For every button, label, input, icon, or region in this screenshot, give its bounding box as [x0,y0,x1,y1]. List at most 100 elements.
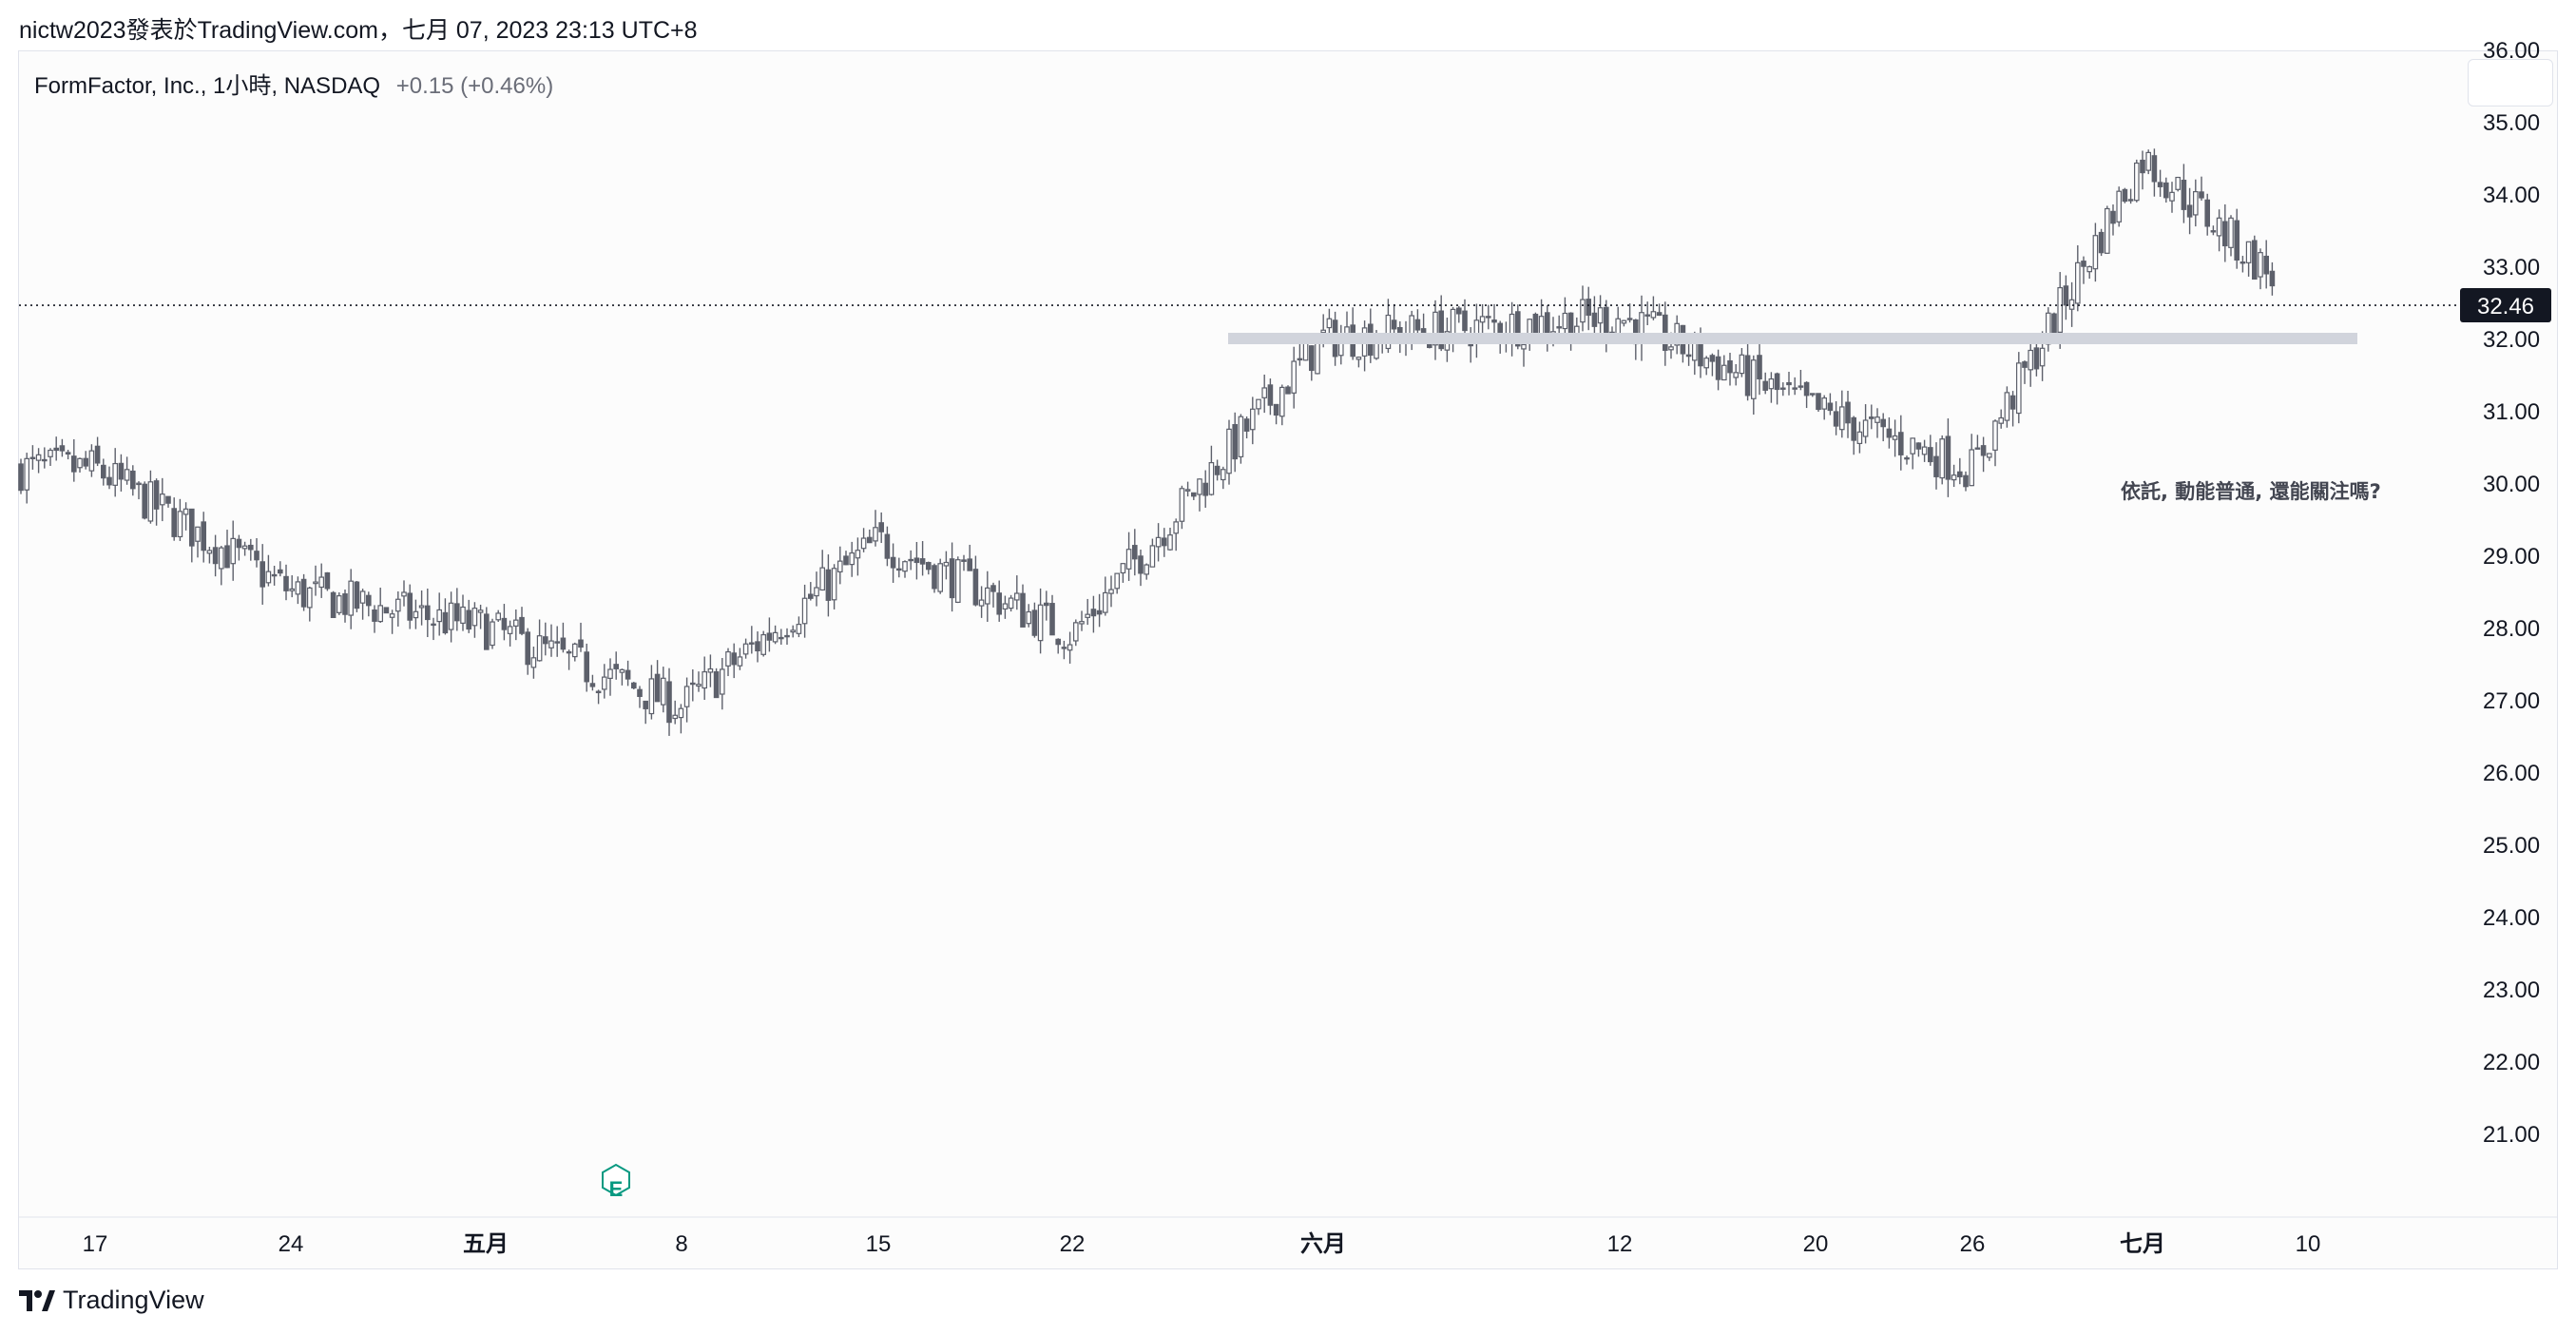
candle-body [1243,418,1250,432]
candle-body [1963,474,1969,488]
candle-body [913,557,920,564]
candle-body [1432,311,1438,346]
candle-body [683,686,690,707]
candle-body [1131,545,1138,560]
candle-body [2263,255,2270,275]
chart-pane[interactable] [18,50,2558,1269]
candle-body [1238,416,1244,457]
candle-body [984,587,990,605]
candle-body [1479,316,1486,323]
candle-body [1102,591,1108,613]
candle-body [1586,299,1592,317]
candle-body [1892,435,1898,440]
candle-body [77,457,83,469]
candle-body [1974,447,1981,450]
candle-body [448,602,454,630]
chart-legend: FormFactor, Inc., 1小時, NASDAQ +0.15 (+0.… [34,67,553,100]
earnings-marker-icon: E [602,1163,630,1201]
candle-body [1868,416,1874,419]
candle-body [878,522,885,532]
candle-body [595,690,602,694]
candle-body [318,576,325,589]
candle-body [1261,387,1268,398]
candle-body [996,592,1003,615]
candle-body [389,613,395,618]
candle-body [1621,319,1627,324]
candle-body [666,681,672,724]
candle-body [201,521,207,551]
last-price-badge [2460,288,2551,323]
candle-body [2193,191,2199,216]
candle-body [495,612,502,621]
candle-body [177,511,183,538]
candle-body [206,550,213,554]
candle-body [654,673,661,703]
candle-body [112,462,119,486]
candle-body [1803,381,1810,397]
candle-body [1957,471,1963,477]
candle-body [2122,188,2128,203]
candle-body [53,447,60,452]
candle-body [324,571,331,590]
candle-body [1980,445,1987,456]
candle-body [283,575,289,591]
candle-body [548,640,554,648]
candle-body [2039,347,2046,367]
x-tick-label: 20 [1803,1231,1829,1257]
candle-body [2216,217,2222,237]
candle-body [560,637,567,650]
candle-body [855,550,861,559]
candle-body [171,508,178,537]
candle-body [1108,589,1114,594]
x-tick-label: 10 [2296,1231,2321,1257]
candle-body [130,470,136,490]
candle-body [696,684,702,687]
chart-toolbar-box[interactable] [2468,59,2553,106]
candle-body [241,545,248,550]
candle-body [630,682,637,689]
candle-body [1138,555,1144,574]
candle-body [431,623,436,627]
candle-body [1308,345,1315,372]
candle-body [490,621,495,647]
candle-body [212,547,219,565]
candle-body [2033,347,2040,370]
candle-body [1668,346,1674,351]
candle-body [1256,398,1261,410]
candle-body [689,682,696,686]
x-tick-label: 七月 [2120,1231,2165,1257]
candle-body [766,632,773,641]
candle-body [1438,310,1445,350]
candle-body [825,569,832,601]
candle-body [2057,286,2064,333]
candle-body [843,555,849,566]
candle-body [300,578,307,608]
y-tick-label: 30.00 [2483,472,2540,497]
candle-body [1008,597,1014,609]
candles-layer [18,148,2276,736]
candle-body [442,611,449,634]
candle-body [584,651,590,683]
candle-body [860,537,867,550]
candle-body [1167,534,1173,551]
y-tick-label: 25.00 [2483,833,2540,859]
candle-body [772,631,779,643]
x-tick-label: 15 [866,1231,892,1257]
candle-body [1485,316,1491,319]
candle-body [1326,318,1333,329]
candle-body [972,569,979,606]
candle-body [1685,354,1692,358]
candle-body [1544,312,1550,335]
candle-body [1874,416,1880,423]
tradingview-logo-icon [19,1289,55,1311]
candle-body [648,678,655,715]
y-tick-label: 24.00 [2483,905,2540,931]
candle-body [24,457,30,491]
candle-body [100,464,106,479]
candle-body [1155,536,1162,548]
candle-body [2110,210,2116,224]
candle-body [1862,419,1869,437]
candle-body [1267,384,1274,406]
candle-body [1202,482,1209,496]
